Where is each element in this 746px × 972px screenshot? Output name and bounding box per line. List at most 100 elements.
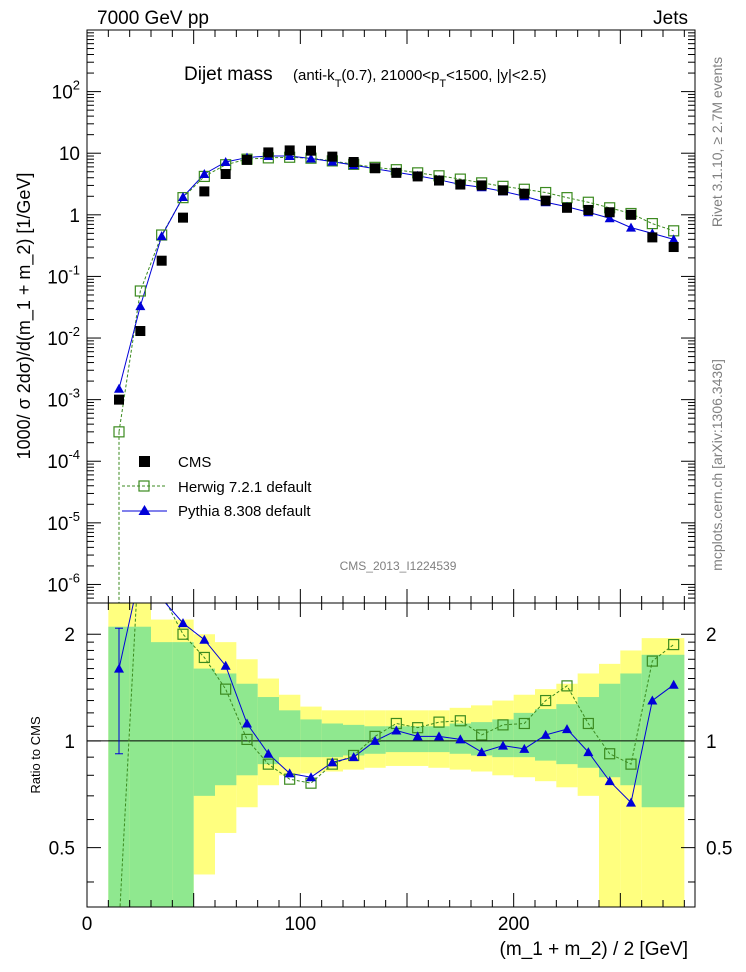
main-y-ticks: 10-6 10-5 10-4 10-3 10-2 10-1 1 10 102 [47, 29, 695, 604]
ratio-band-inner-bin [108, 626, 130, 907]
plot-title: Dijet mass [184, 64, 273, 85]
ratio-y-tick-label: 1 [64, 732, 75, 753]
ratio-band-inner-bin [663, 654, 685, 808]
pythia-point [668, 234, 679, 244]
cms-point [156, 255, 167, 266]
main-y-tick-label: 10-4 [47, 447, 80, 473]
herwig-point [113, 426, 125, 438]
cms-point [370, 163, 380, 174]
pythia-ratio-point [284, 768, 295, 778]
pythia-point [220, 157, 231, 167]
main-y-tick-label: 10 [59, 144, 80, 165]
ratio-band-inner-bin [193, 668, 215, 796]
herwig-ratio-point [433, 716, 445, 728]
herwig-ratio-point [412, 722, 424, 734]
cms-point [434, 175, 444, 186]
legend: CMS Herwig 7.2.1 default Pythia 8.308 de… [122, 454, 312, 520]
main-y-tick-label: 10-6 [47, 570, 80, 596]
cms-point [583, 204, 594, 215]
pythia-ratio-point [498, 740, 508, 750]
ratio-band-inner-bin [599, 683, 621, 778]
cms-point [562, 202, 572, 213]
pythia-ratio-point [306, 772, 316, 782]
cms-point [476, 180, 487, 191]
cms-point [626, 209, 636, 220]
pythia-point [135, 301, 146, 311]
herwig-ratio-point [604, 748, 616, 760]
pythia-ratio-point [199, 634, 210, 644]
cms-point [604, 207, 615, 218]
pythia-ratio-point [583, 747, 594, 757]
main-y-tick-label: 10-5 [47, 509, 80, 535]
cms-point [455, 179, 466, 190]
cms-point [135, 326, 146, 337]
pythia-point [626, 222, 636, 232]
ratio-y-tick-label-right: 2 [706, 625, 717, 646]
ratio-band-inner-bin [236, 683, 258, 776]
herwig-point [668, 225, 680, 237]
plot-subtitle: (anti-kT(0.7), 21000<pT<1500, |y|<2.5) [293, 67, 547, 90]
cms-point [178, 212, 188, 223]
herwig-point [134, 285, 146, 297]
herwig-ratio-point [625, 758, 637, 770]
pythia-ratio-point [391, 725, 402, 735]
main-y-tick-label: 102 [52, 78, 80, 104]
ratio-band-inner-bin [300, 719, 322, 758]
ratio-band-inner-bin [577, 697, 599, 768]
pythia-ratio-point [178, 618, 188, 628]
pythia-ratio-point [370, 735, 380, 745]
pythia-ratio-point [263, 748, 274, 758]
side-text-rivet: Rivet 3.1.10, ≥ 2.7M events [709, 57, 725, 227]
herwig-ratio-point [177, 628, 189, 640]
herwig-ratio-point [540, 694, 552, 707]
main-y-tick-label: 10-3 [47, 386, 80, 412]
cms-point [114, 394, 124, 405]
cms-point [306, 145, 316, 156]
pythia-point [156, 231, 167, 241]
pythia-point [178, 191, 188, 201]
pythia-ratio-point [242, 718, 252, 728]
ratio-x-ticks: 0 100 200 [82, 603, 685, 935]
x-tick-label: 100 [284, 914, 316, 935]
ratio-y-tick-label: 2 [64, 625, 75, 646]
pythia-point [114, 383, 124, 393]
herwig-ratio-point [476, 729, 488, 741]
pythia-ratio-point [157, 594, 167, 603]
cms-point [391, 167, 402, 178]
pythia-ratio-point [220, 660, 231, 670]
header-right: Jets [653, 8, 688, 29]
pythia-point [306, 153, 316, 163]
pythia-ratio-point [626, 797, 636, 807]
herwig-point [561, 192, 573, 204]
ratio-band-inner-bin [129, 626, 151, 907]
cms-point [540, 195, 551, 206]
herwig-ratio-point [497, 719, 509, 731]
ratio-band-inner-bin [641, 654, 663, 808]
pythia-ratio-point [668, 679, 679, 689]
legend-marker-herwig [138, 480, 150, 492]
herwig-ratio-point [241, 733, 253, 746]
pythia-ratio-point [540, 729, 551, 739]
pythia-ratio-point [327, 757, 338, 767]
herwig-ratio-point [198, 651, 210, 664]
herwig-ratio-point [668, 638, 680, 651]
main-y-tick-label: 10-2 [47, 324, 80, 350]
cms-point [199, 186, 210, 197]
x-tick-label: 200 [498, 914, 530, 935]
herwig-ratio-point [262, 758, 274, 770]
ratio-y-tick-label: 0.5 [49, 839, 75, 860]
cms-point [220, 168, 231, 179]
pythia-ratio-point [348, 752, 359, 762]
pythia-ratio-point [604, 776, 615, 786]
cms-point [498, 185, 508, 196]
ratio-band-inner-bin [556, 704, 578, 765]
legend-marker-pythia [138, 505, 151, 515]
ratio-y-tick-label-right: 0.5 [706, 839, 732, 860]
cms-point [327, 151, 338, 162]
cms-point [647, 232, 658, 243]
herwig-ratio-point [220, 683, 232, 695]
ratio-y-axis-label: Ratio to CMS [28, 716, 43, 794]
herwig-ratio-point [582, 717, 594, 730]
ratio-plot-frame [86, 602, 696, 908]
